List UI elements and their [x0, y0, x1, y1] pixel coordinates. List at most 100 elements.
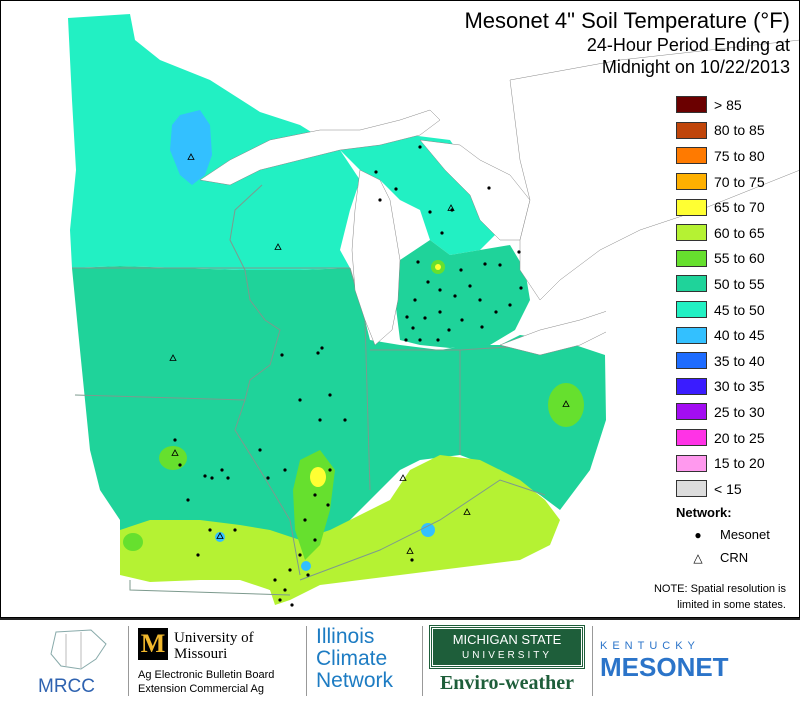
mesonet-station-dot: [480, 325, 484, 329]
crn-station-triangle: [187, 153, 195, 160]
mesonet-label: Mesonet: [720, 527, 770, 542]
region-65-70-mi: [435, 264, 441, 270]
legend-row: 45 to 50: [676, 297, 765, 323]
mesonet-station-dot: [404, 338, 408, 342]
lake-michigan: [351, 169, 401, 346]
crn-station-triangle: [447, 204, 455, 211]
ky-line-1: KENTUCKY: [600, 640, 700, 652]
region-45-50: [68, 14, 360, 270]
mu-line-1: University of: [174, 630, 254, 646]
mesonet-station-dot: [266, 476, 270, 480]
mu-line-2: Missouri: [174, 646, 228, 662]
mesonet-station-dot: [438, 310, 442, 314]
legend-label: 75 to 80: [714, 147, 765, 164]
legend-swatch: [676, 198, 707, 216]
crn-station-triangle: [216, 532, 224, 539]
resolution-note: NOTE: Spatial resolution is limited in s…: [654, 581, 786, 613]
legend-label: 35 to 40: [714, 352, 765, 369]
mesonet-station-dot: [428, 210, 432, 214]
ky-line-2: MESONET: [600, 652, 729, 682]
mesonet-station-dot: [318, 418, 322, 422]
region-55-60-mo: [159, 446, 187, 470]
mu-line-4: Extension Commercial Ag: [138, 683, 264, 695]
mesonet-station-dot: [447, 328, 451, 332]
crn-station-triangle: [169, 354, 177, 361]
mesonet-station-dot: [233, 528, 237, 532]
legend-row: 55 to 60: [676, 246, 765, 272]
legend-swatch: [676, 352, 707, 370]
legend-swatch: [676, 224, 707, 242]
title-line-2: 24-Hour Period Ending at: [586, 35, 790, 55]
mesonet-station-dot: [306, 573, 310, 577]
mesonet-station-dot: [498, 263, 502, 267]
mesonet-station-dot: [519, 286, 523, 290]
crn-station-triangle: [562, 400, 570, 407]
mesonet-station-dot: [313, 538, 317, 542]
network-legend-title: Network:: [676, 505, 732, 520]
crn-triangle-icon: △: [693, 550, 703, 565]
mesonet-station-dot: [459, 268, 463, 272]
legend-row: 80 to 85: [676, 118, 765, 144]
mesonet-station-dot: [483, 262, 487, 266]
msu-line-1: MICHIGAN STATE: [452, 632, 562, 647]
region-55-60-mo2: [123, 533, 143, 551]
crn-station-triangle: [274, 243, 282, 250]
legend-row: 75 to 80: [676, 143, 765, 169]
legend-row: 35 to 40: [676, 348, 765, 374]
mesonet-station-dot: [326, 503, 330, 507]
mesonet-station-dot: [468, 284, 472, 288]
legend-swatch: [676, 147, 707, 165]
mesonet-station-dot: [487, 186, 491, 190]
legend-label: 50 to 55: [714, 275, 765, 292]
msu-line-3: Enviro-weather: [439, 672, 575, 694]
mesonet-station-dot: [494, 310, 498, 314]
mesonet-station-dot: [186, 498, 190, 502]
crn-station-triangle: [406, 547, 414, 554]
crn-station-triangle: [399, 474, 407, 481]
great-lakes-outline-icon: [50, 629, 107, 670]
legend-swatch: [676, 377, 707, 395]
legend-label: 25 to 30: [714, 403, 765, 420]
legend-label: 30 to 35: [714, 378, 765, 395]
soil-temperature-map: [0, 0, 800, 618]
mesonet-station-dot: [290, 603, 294, 607]
legend-row: 65 to 70: [676, 194, 765, 220]
mesonet-station-dot: [405, 315, 409, 319]
legend-swatch: [676, 249, 707, 267]
title-line-3: Midnight on 10/22/2013: [601, 57, 790, 77]
mesonet-station-dot: [413, 298, 417, 302]
note-line-1: NOTE: Spatial resolution is: [653, 583, 786, 595]
mesonet-station-dot: [418, 338, 422, 342]
kentucky-mesonet-logo: KENTUCKY MESONET: [600, 640, 760, 714]
note-line-2: limited in some states.: [677, 599, 786, 611]
legend-label: 65 to 70: [714, 199, 765, 216]
legend-row: 20 to 25: [676, 425, 765, 451]
mrcc-text: MRCC: [38, 676, 95, 697]
mesonet-station-dot: [203, 474, 207, 478]
region-40-45-ky: [421, 523, 435, 537]
mesonet-station-dot: [210, 476, 214, 480]
mizzou-m-icon: M: [138, 628, 168, 660]
legend-label: 20 to 25: [714, 429, 765, 446]
mesonet-stations: [173, 145, 523, 607]
partner-logo-bar: MRCC M University of Missouri Ag Electro…: [0, 618, 800, 702]
legend-swatch: [676, 454, 707, 472]
mesonet-station-dot: [173, 438, 177, 442]
mesonet-station-dot: [258, 448, 262, 452]
mesonet-station-dot: [298, 553, 302, 557]
legend-swatch: [676, 480, 707, 498]
legend-label: 15 to 20: [714, 455, 765, 472]
mesonet-station-dot: [343, 418, 347, 422]
title-line-1: Mesonet 4" Soil Temperature (°F): [464, 8, 790, 33]
mrcc-logo: MRCC: [36, 624, 122, 698]
mesonet-station-dot: [288, 568, 292, 572]
legend-label: 70 to 75: [714, 173, 765, 190]
mesonet-station-dot: [273, 578, 277, 582]
legend-row: < 15: [676, 476, 765, 502]
mesonet-station-dot: [438, 288, 442, 292]
mesonet-station-dot: [328, 393, 332, 397]
mesonet-station-dot: [423, 316, 427, 320]
il-line-1: Illinois: [316, 625, 375, 648]
legend-label: 55 to 60: [714, 250, 765, 267]
color-legend: > 85 80 to 85 75 to 80 70 to 75 65 to 70 60 t…: [676, 92, 765, 502]
